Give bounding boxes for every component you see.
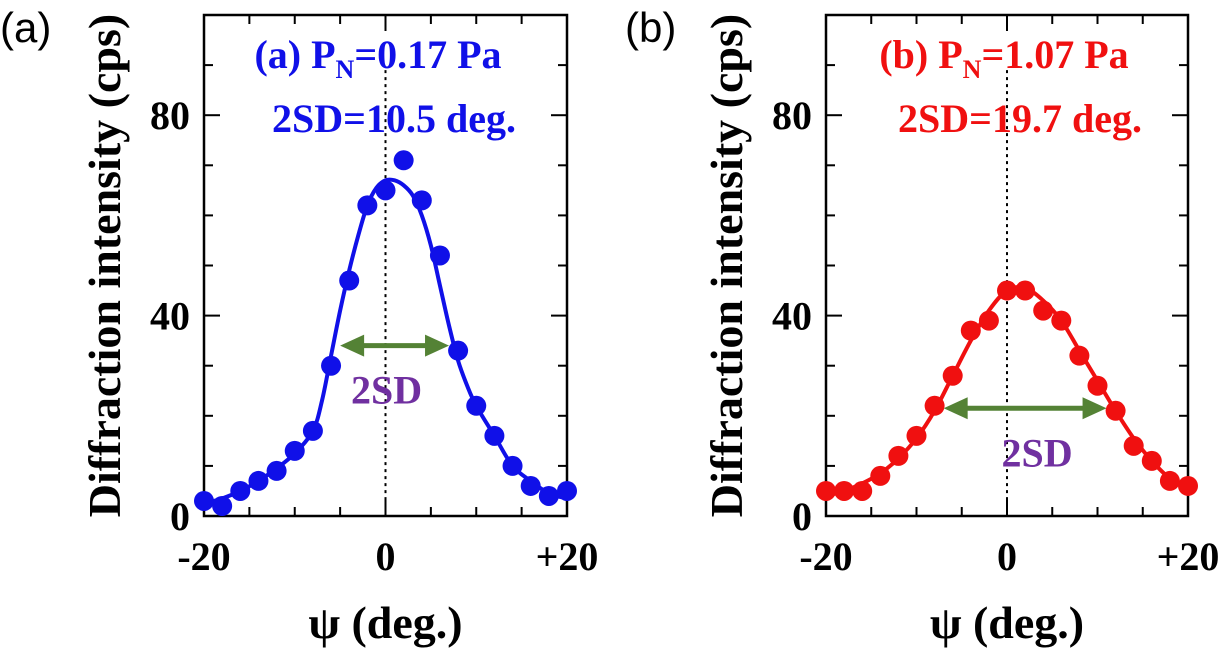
data-point [942, 365, 963, 386]
y-tick-label: 0 [792, 494, 812, 539]
data-point [502, 455, 523, 476]
data-point [248, 470, 269, 491]
data-point [284, 440, 305, 461]
pressure-annotation: (b) PN=1.07 Pa [879, 32, 1128, 84]
data-point [816, 480, 836, 501]
x-tick-label: -20 [799, 534, 852, 579]
panel-label: (b) [625, 4, 676, 51]
span-label: 2SD [351, 368, 422, 413]
data-point [466, 395, 487, 416]
data-point [1033, 300, 1054, 321]
data-point [852, 480, 873, 501]
y-tick-label: 80 [150, 93, 190, 138]
plot-frame [202, 13, 569, 518]
span-arrow-left-head [340, 334, 365, 357]
data-point [1069, 345, 1090, 366]
data-point [321, 355, 342, 376]
data-point [924, 395, 945, 416]
panel-label: (a) [0, 4, 51, 51]
y-axis-title: Diffraction intensity (cps) [79, 14, 130, 517]
data-point [302, 420, 323, 441]
data-point [266, 460, 287, 481]
x-axis-title: ψ (deg.) [930, 597, 1084, 648]
data-point [1159, 470, 1180, 491]
data-point [1015, 280, 1036, 301]
pressure-prefix: (b) P [879, 32, 962, 77]
data-point [1087, 375, 1108, 396]
pressure-annotation: (a) PN=0.17 Pa [254, 32, 501, 84]
data-point [997, 280, 1017, 301]
y-tick-label: 40 [150, 294, 190, 339]
span-arrow-left-head [943, 397, 968, 420]
pressure-prefix: (a) P [254, 32, 335, 77]
sd-annotation: 2SD=19.7 deg. [898, 96, 1142, 141]
data-point [557, 480, 577, 501]
data-point [1105, 400, 1126, 421]
y-tick-label: 40 [772, 294, 812, 339]
data-point [393, 150, 414, 171]
data-point [375, 180, 396, 201]
data-point [888, 445, 909, 466]
data-point [1141, 450, 1162, 471]
data-point [1123, 435, 1144, 456]
y-tick-label: 80 [772, 93, 812, 138]
data-point [978, 310, 999, 331]
data-point [960, 320, 981, 341]
data-point [520, 475, 541, 496]
x-axis-title: ψ (deg.) [308, 597, 462, 648]
x-tick-label: 0 [997, 534, 1017, 579]
y-tick-label: 0 [170, 494, 190, 539]
data-point [484, 425, 505, 446]
pressure-subscript: N [963, 55, 982, 84]
pressure-subscript: N [336, 55, 355, 84]
span-label: 2SD [1002, 430, 1073, 475]
pressure-value: =0.17 Pa [354, 32, 501, 77]
span-arrow-right-head [425, 334, 450, 357]
data-point [538, 485, 559, 506]
x-tick-label: -20 [177, 534, 230, 579]
data-point [834, 480, 855, 501]
data-point [1178, 475, 1198, 496]
x-tick-label: 0 [376, 534, 396, 579]
span-arrow-right-head [1082, 397, 1107, 420]
data-point [429, 245, 450, 266]
data-point [339, 270, 360, 291]
x-tick-label: +20 [536, 534, 599, 579]
data-point [212, 495, 233, 516]
data-point [411, 190, 432, 211]
data-point [1051, 310, 1072, 331]
y-axis-title: Diffraction intensity (cps) [701, 14, 752, 517]
data-point [448, 340, 469, 361]
data-point [906, 425, 927, 446]
data-point [357, 195, 378, 216]
data-point [870, 465, 891, 486]
x-tick-label: +20 [1157, 534, 1220, 579]
fit-curve [203, 177, 568, 506]
data-point [230, 480, 251, 501]
data-point [194, 490, 214, 511]
sd-annotation: 2SD=10.5 deg. [272, 96, 516, 141]
pressure-value: =1.07 Pa [981, 32, 1128, 77]
